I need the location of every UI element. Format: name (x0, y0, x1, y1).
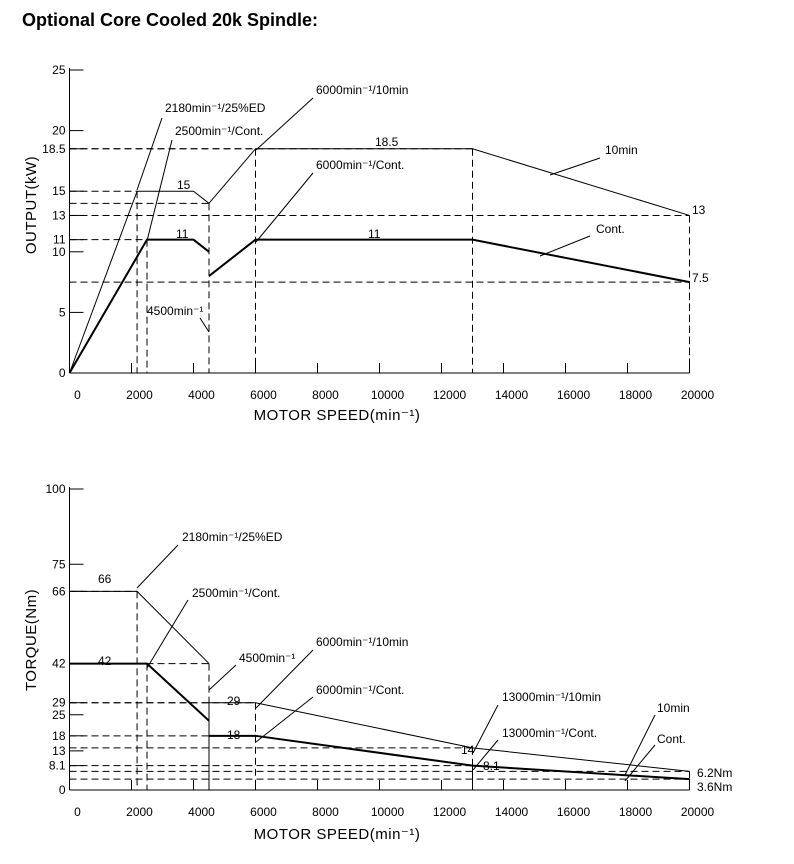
annotation-leader (136, 544, 179, 589)
annotation: 4500min⁻¹ (147, 304, 203, 318)
x-tick-label: 16000 (557, 805, 591, 819)
annotation: 13000min⁻¹/10min (502, 690, 601, 704)
legend-leader (539, 235, 591, 257)
series-line (69, 662, 690, 781)
y-tick-label: 20 (52, 124, 66, 138)
value-label: 11 (176, 227, 189, 241)
y-tick-label: 18.5 (42, 142, 66, 156)
x-tick-label: 12000 (433, 805, 467, 819)
annotation-leader (255, 172, 314, 243)
value-label: 6.2Nm (697, 766, 732, 780)
value-label: 18.5 (375, 135, 399, 149)
y-tick-label: 13 (52, 208, 66, 222)
y-axis-label: TORQUE(Nm) (23, 589, 40, 691)
annotation: 6000min⁻¹/10min (316, 83, 408, 97)
series-line (69, 590, 690, 772)
x-tick-label: 18000 (619, 388, 653, 402)
y-tick-label: 75 (52, 557, 66, 571)
legend-label: Cont. (596, 222, 625, 236)
value-label: 8.1 (483, 759, 500, 773)
annotation-leader (472, 704, 499, 754)
annotation-leader (255, 649, 314, 709)
legend-label: Cont. (657, 732, 686, 746)
annotation-leader (255, 696, 314, 743)
y-tick-label: 13 (52, 744, 66, 758)
value-label: 3.6Nm (697, 780, 732, 794)
y-tick-label: 100 (45, 482, 65, 496)
value-label: 14 (461, 743, 475, 757)
annotation-leader (255, 97, 314, 151)
value-label: 11 (368, 227, 381, 241)
annotation: 2180min⁻¹/25%ED (165, 101, 266, 115)
x-tick-label: 14000 (495, 388, 529, 402)
annotation: 6000min⁻¹/Cont. (316, 158, 404, 172)
annotation: 6000min⁻¹/Cont. (316, 683, 404, 697)
annotation: 6000min⁻¹/10min (316, 635, 408, 649)
x-tick-label: 16000 (557, 388, 591, 402)
y-tick-label: 15 (52, 184, 66, 198)
y-tick-label: 25 (52, 63, 66, 77)
annotation: 2500min⁻¹/Cont. (192, 586, 280, 600)
x-tick-label: 10000 (371, 805, 405, 819)
annotation: 4500min⁻¹ (239, 651, 295, 665)
y-tick-label: 10 (52, 245, 66, 259)
value-label: 13 (692, 203, 706, 217)
x-tick-label: 18000 (619, 805, 653, 819)
x-tick-label: 10000 (371, 388, 405, 402)
annotation-leader (472, 739, 499, 771)
x-tick-label: 14000 (495, 805, 529, 819)
x-axis-label: MOTOR SPEED(min⁻¹) (254, 826, 421, 843)
x-tick-label: 12000 (433, 388, 467, 402)
value-label: 18 (227, 728, 241, 742)
annotation-leader (136, 117, 163, 191)
annotation: 2500min⁻¹/Cont. (175, 124, 263, 138)
y-tick-label: 66 (52, 584, 66, 598)
annotation: 13000min⁻¹/Cont. (502, 726, 597, 740)
value-label: 66 (98, 572, 112, 586)
annotation: 2180min⁻¹/25%ED (182, 530, 283, 544)
y-tick-label: 25 (52, 708, 66, 722)
x-tick-label: 6000 (250, 388, 277, 402)
x-tick-label: 8000 (312, 805, 339, 819)
y-tick-label: 8.1 (49, 759, 66, 773)
series-line (68, 238, 690, 374)
value-label: 42 (98, 654, 112, 668)
x-tick-label: 0 (74, 388, 81, 402)
legend-leader (549, 157, 601, 176)
y-tick-label: 0 (59, 366, 66, 380)
x-tick-label: 4000 (188, 388, 215, 402)
x-tick-label: 0 (74, 805, 81, 819)
x-tick-label: 2000 (126, 388, 153, 402)
value-label: 7.5 (692, 271, 709, 285)
legend-leader (624, 714, 656, 776)
value-label: 29 (227, 694, 241, 708)
value-label: 15 (177, 178, 191, 192)
y-tick-label: 5 (59, 305, 66, 319)
y-tick-label: 11 (53, 233, 66, 247)
x-tick-label: 4000 (188, 805, 215, 819)
x-tick-label: 20000 (681, 388, 715, 402)
y-axis-label: OUTPUT(kW) (23, 156, 40, 254)
x-axis-label: MOTOR SPEED(min⁻¹) (254, 407, 421, 424)
y-tick-label: 0 (59, 783, 66, 797)
legend-label: 10min (657, 701, 690, 715)
annotation-leader (208, 664, 237, 691)
y-tick-label: 18 (52, 729, 66, 743)
legend-label: 10min (605, 143, 638, 157)
page-title: Optional Core Cooled 20k Spindle: (22, 10, 318, 30)
series-line (69, 148, 690, 374)
annotation-leader (146, 139, 173, 242)
legend-leader (624, 744, 656, 782)
x-tick-label: 2000 (126, 805, 153, 819)
x-tick-label: 8000 (312, 388, 339, 402)
x-tick-label: 6000 (250, 805, 277, 819)
annotation-leader (199, 317, 210, 333)
y-tick-label: 29 (52, 696, 66, 710)
annotation-leader (146, 599, 189, 669)
x-tick-label: 20000 (681, 805, 715, 819)
y-tick-label: 42 (52, 657, 66, 671)
